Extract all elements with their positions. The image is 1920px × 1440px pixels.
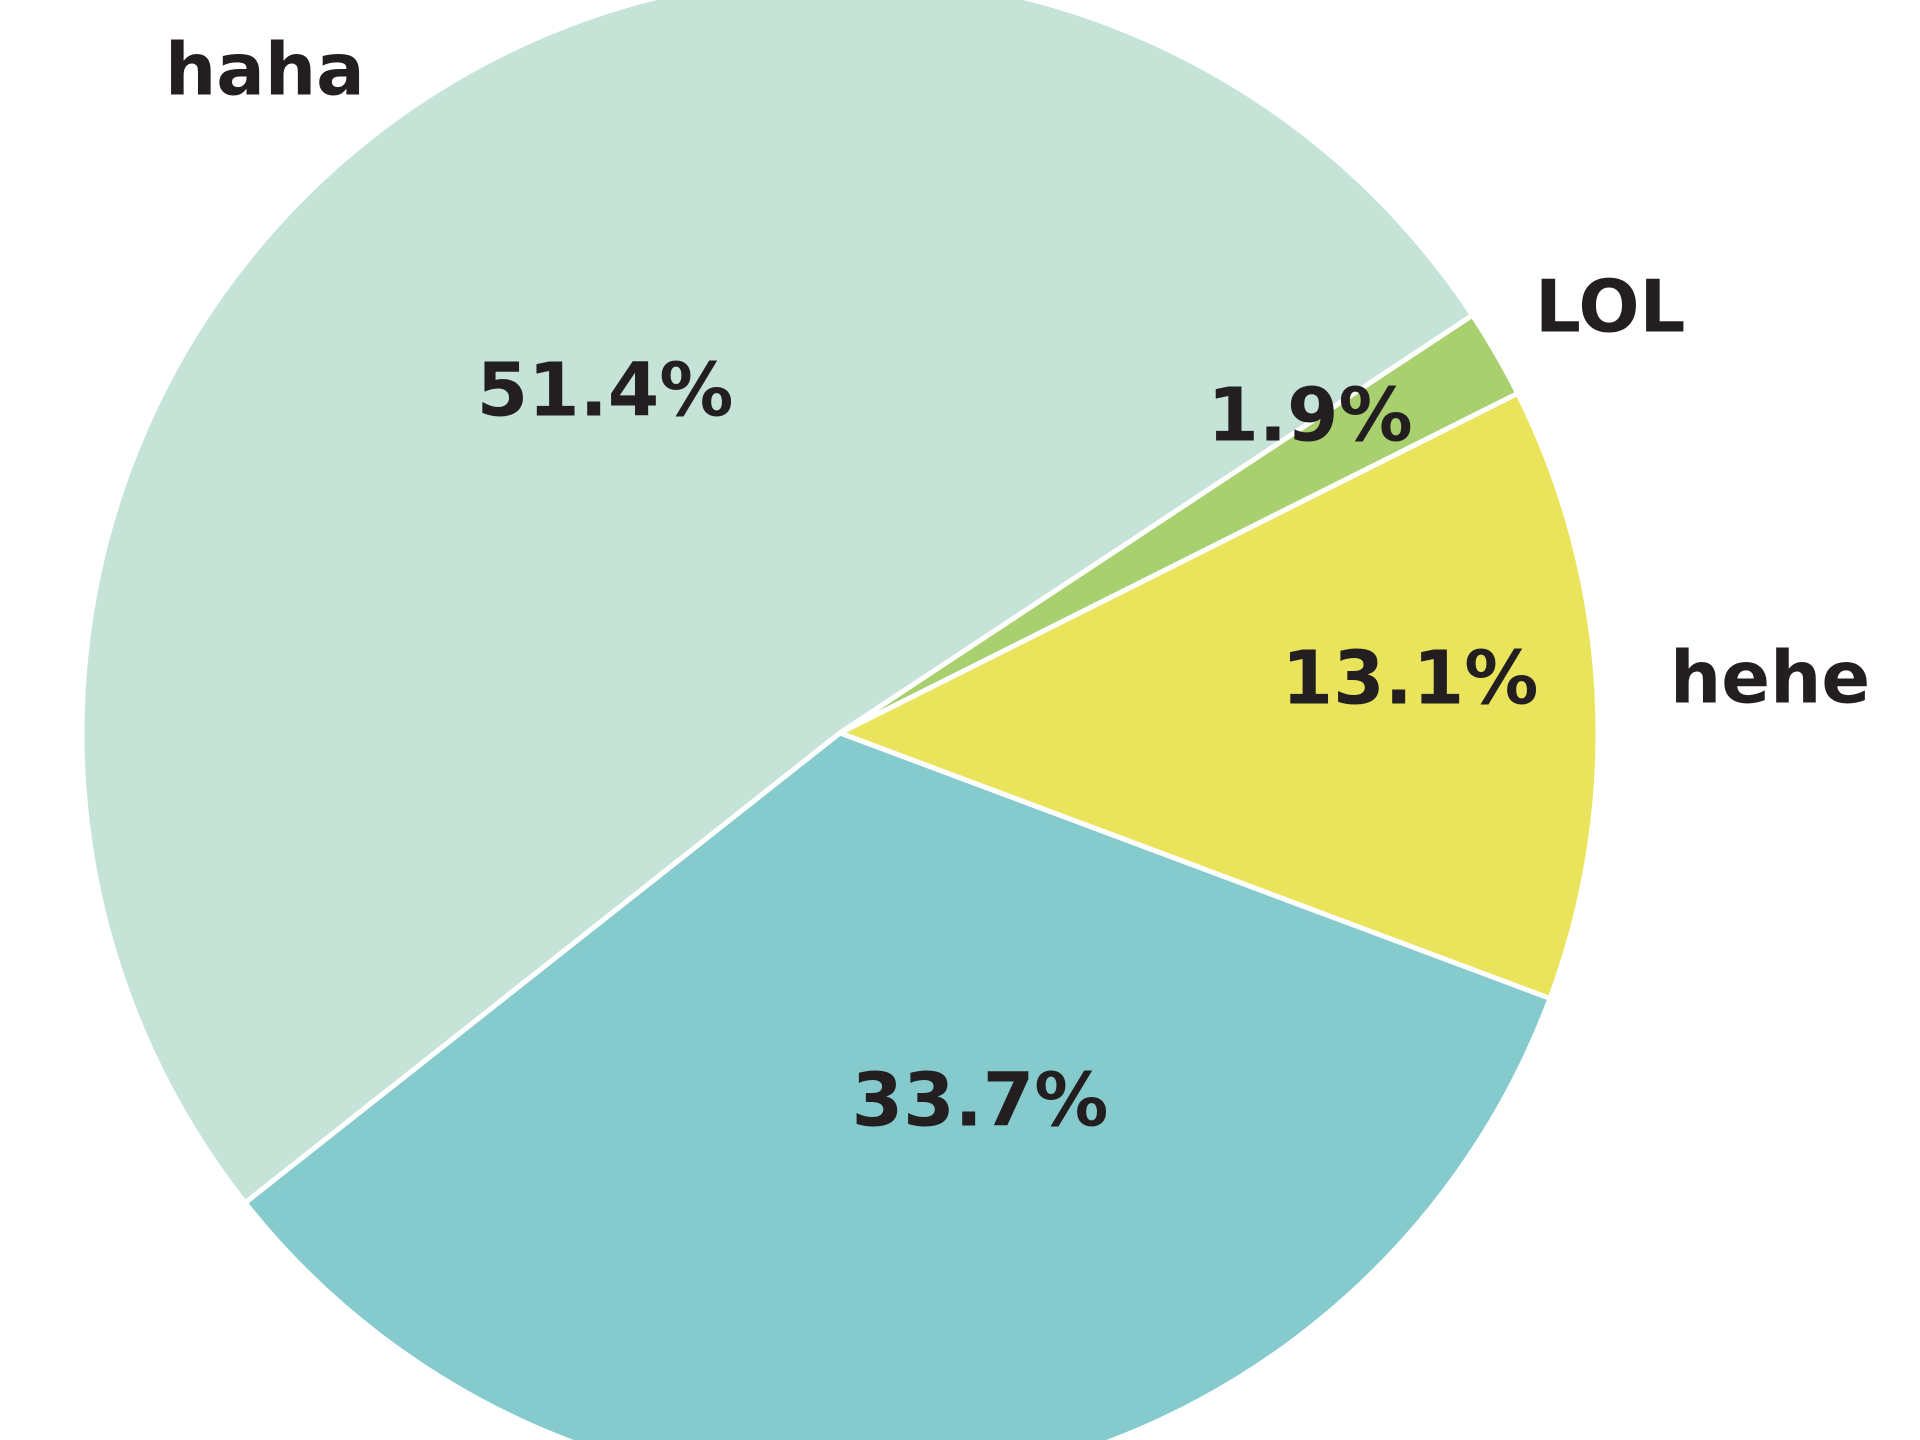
pie-slice-unlabeled [242,730,1553,1440]
pie-labels: 51.4% 1.9% 13.1% 33.7% haha LOL hehe [165,28,1870,1144]
pie-pct-label-hehe: 13.1% [1282,636,1539,722]
pie-category-label-LOL: LOL [1535,265,1685,349]
pie-slices [79,0,1601,1440]
pie-category-label-hehe: hehe [1670,636,1870,720]
pie-slice-hehe [837,390,1601,1001]
pie-pct-label-haha: 51.4% [477,348,734,434]
pie-slice-haha [79,0,1475,1206]
pie-category-label-haha: haha [165,28,365,112]
pie-pct-label-LOL: 1.9% [1207,373,1412,459]
pie-pct-label-unlabeled: 33.7% [852,1058,1109,1144]
